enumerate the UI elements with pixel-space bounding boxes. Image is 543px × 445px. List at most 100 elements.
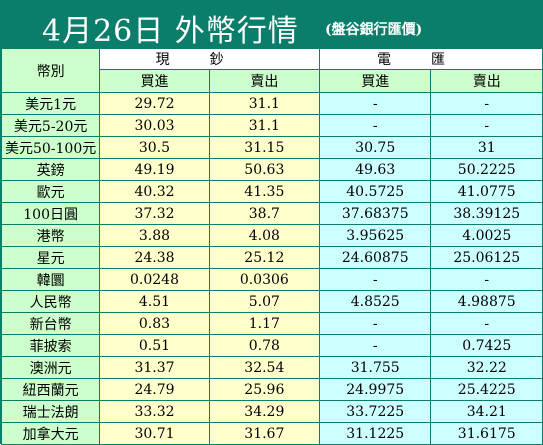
table-row: 韓圜 0.0248 0.0306- - bbox=[2, 269, 542, 290]
cash-buy-header: 買進 bbox=[100, 70, 209, 92]
wire-buy-value: 24.9975 bbox=[319, 379, 431, 400]
exchange-rate-table: 幣別 現鈔 電匯 買進 賣出 買進 賣出 美元1元 29.72 31.1- - 美元5-… bbox=[1, 48, 543, 445]
currency-name: 新台幣 bbox=[2, 313, 100, 334]
page-title: 4月26日 外幣行情 bbox=[42, 14, 299, 49]
cash-buy-value: 24.79 bbox=[100, 379, 209, 400]
cash-buy-value: 37.32 bbox=[100, 203, 209, 224]
cash-buy-value: 30.03 bbox=[100, 115, 209, 136]
currency-name: 美元50-100元 bbox=[2, 137, 100, 158]
wire-sell-value: 25.4225 bbox=[431, 379, 542, 400]
wire-sell-value: 34.21 bbox=[431, 401, 542, 422]
currency-name: 瑞士法朗 bbox=[2, 401, 100, 422]
table-row: 歐元 40.32 41.35 40.5725 41.0775 bbox=[2, 181, 542, 202]
wire-group-header: 電匯 bbox=[319, 49, 542, 69]
cash-sell-value: 0.0306 bbox=[209, 269, 319, 290]
wire-buy-value: 33.7225 bbox=[319, 401, 431, 422]
wire-buy-value: 30.75 bbox=[319, 137, 431, 158]
cash-buy-value: 3.88 bbox=[100, 225, 209, 246]
wire-buy-value: 31.755 bbox=[319, 357, 431, 378]
cash-buy-value: 4.51 bbox=[100, 291, 209, 312]
cash-sell-value: 34.29 bbox=[209, 401, 319, 422]
currency-name: 美元1元 bbox=[2, 93, 100, 114]
cash-sell-value: 41.35 bbox=[209, 181, 319, 202]
cash-group-header: 現鈔 bbox=[100, 49, 319, 69]
currency-name: 韓圜 bbox=[2, 269, 100, 290]
cash-sell-value: 4.08 bbox=[209, 225, 319, 246]
cash-sell-value: 0.78 bbox=[209, 335, 319, 356]
table-row: 美元5-20元 30.03 31.1- - bbox=[2, 115, 542, 136]
cash-sell-value: 32.54 bbox=[209, 357, 319, 378]
cash-sell-value: 38.7 bbox=[209, 203, 319, 224]
cash-buy-value: 49.19 bbox=[100, 159, 209, 180]
cash-sell-value: 1.17 bbox=[209, 313, 319, 334]
wire-sell-value: - bbox=[431, 313, 542, 334]
cash-sell-value: 31.15 bbox=[209, 137, 319, 158]
wire-buy-value: 4.8525 bbox=[319, 291, 431, 312]
wire-sell-value: 25.06125 bbox=[431, 247, 542, 268]
wire-sell-value: - bbox=[431, 269, 542, 290]
cash-buy-value: 40.32 bbox=[100, 181, 209, 202]
wire-buy-value: 37.68375 bbox=[319, 203, 431, 224]
wire-sell-value: 32.22 bbox=[431, 357, 542, 378]
currency-name: 港幣 bbox=[2, 225, 100, 246]
cash-sell-value: 25.96 bbox=[209, 379, 319, 400]
cash-sell-value: 31.67 bbox=[209, 423, 319, 444]
wire-buy-value: - bbox=[319, 335, 431, 356]
wire-sell-value: 31.6175 bbox=[431, 423, 542, 444]
table-row: 人民幣 4.51 5.07 4.8525 4.98875 bbox=[2, 291, 542, 312]
wire-sell-value: - bbox=[431, 115, 542, 136]
wire-sell-value: 0.7425 bbox=[431, 335, 542, 356]
wire-buy-header: 買進 bbox=[319, 70, 431, 92]
cash-buy-value: 30.5 bbox=[100, 137, 209, 158]
currency-name: 澳洲元 bbox=[2, 357, 100, 378]
currency-name: 紐西蘭元 bbox=[2, 379, 100, 400]
table-row: 星元 24.38 25.12 24.60875 25.06125 bbox=[2, 247, 542, 268]
cash-buy-value: 0.83 bbox=[100, 313, 209, 334]
table-row: 美元50-100元 30.5 31.15 30.75 31 bbox=[2, 137, 542, 158]
table-row: 紐西蘭元 24.79 25.96 24.9975 25.4225 bbox=[2, 379, 542, 400]
wire-sell-value: - bbox=[431, 93, 542, 114]
table-row: 英鎊 49.19 50.63 49.63 50.2225 bbox=[2, 159, 542, 180]
currency-name: 星元 bbox=[2, 247, 100, 268]
cash-sell-value: 31.1 bbox=[209, 93, 319, 114]
wire-buy-value: 31.1225 bbox=[319, 423, 431, 444]
currency-name: 英鎊 bbox=[2, 159, 100, 180]
title-bar: 4月26日 外幣行情 (盤谷銀行匯價) bbox=[0, 0, 543, 49]
wire-buy-value: - bbox=[319, 269, 431, 290]
wire-sell-value: 4.0025 bbox=[431, 225, 542, 246]
wire-buy-value: 40.5725 bbox=[319, 181, 431, 202]
table-row: 澳洲元 31.37 32.54 31.755 32.22 bbox=[2, 357, 542, 378]
table-row: 港幣 3.88 4.08 3.95625 4.0025 bbox=[2, 225, 542, 246]
currency-name: 美元5-20元 bbox=[2, 115, 100, 136]
wire-buy-value: 3.95625 bbox=[319, 225, 431, 246]
cash-buy-value: 30.71 bbox=[100, 423, 209, 444]
table-row: 瑞士法朗 33.32 34.29 33.7225 34.21 bbox=[2, 401, 542, 422]
table-row: 新台幣 0.83 1.17- - bbox=[2, 313, 542, 334]
cash-sell-value: 5.07 bbox=[209, 291, 319, 312]
wire-buy-value: - bbox=[319, 313, 431, 334]
bank-source-label: (盤谷銀行匯價) bbox=[325, 22, 423, 38]
cash-buy-value: 24.38 bbox=[100, 247, 209, 268]
wire-sell-value: 4.98875 bbox=[431, 291, 542, 312]
wire-sell-header: 賣出 bbox=[431, 70, 542, 92]
table-row: 美元1元 29.72 31.1- - bbox=[2, 93, 542, 114]
currency-column-header: 幣別 bbox=[2, 49, 100, 92]
cash-sell-value: 25.12 bbox=[209, 247, 319, 268]
wire-buy-value: 24.60875 bbox=[319, 247, 431, 268]
cash-buy-value: 33.32 bbox=[100, 401, 209, 422]
wire-buy-value: - bbox=[319, 115, 431, 136]
cash-sell-header: 賣出 bbox=[209, 70, 319, 92]
wire-buy-value: 49.63 bbox=[319, 159, 431, 180]
table-row: 菲披索 0.51 0.78-0.7425 bbox=[2, 335, 542, 356]
wire-sell-value: 41.0775 bbox=[431, 181, 542, 202]
currency-name: 100日圓 bbox=[2, 203, 100, 224]
currency-name: 歐元 bbox=[2, 181, 100, 202]
cash-buy-value: 29.72 bbox=[100, 93, 209, 114]
cash-sell-value: 31.1 bbox=[209, 115, 319, 136]
wire-buy-value: - bbox=[319, 93, 431, 114]
currency-name: 人民幣 bbox=[2, 291, 100, 312]
table-row: 100日圓 37.32 38.7 37.68375 38.39125 bbox=[2, 203, 542, 224]
wire-sell-value: 31 bbox=[431, 137, 542, 158]
cash-buy-value: 0.0248 bbox=[100, 269, 209, 290]
